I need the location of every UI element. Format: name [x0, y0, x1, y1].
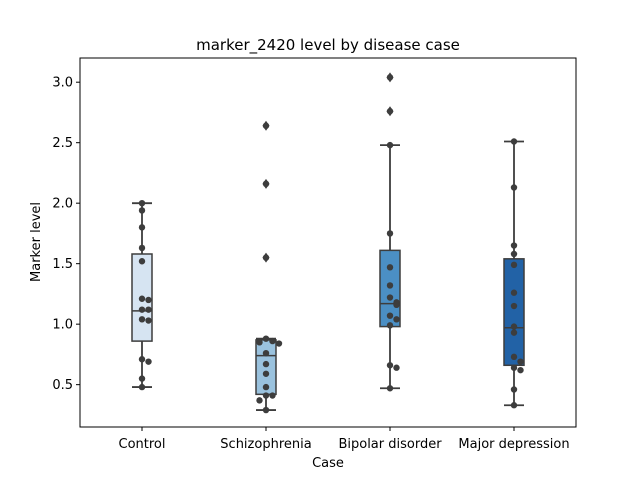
x-tick-label: Major depression — [458, 437, 569, 452]
y-tick-label: 2.0 — [52, 197, 73, 212]
data-point — [138, 316, 146, 323]
data-point — [510, 353, 518, 361]
data-point — [145, 358, 152, 365]
data-point — [262, 122, 270, 129]
data-point — [510, 242, 518, 249]
data-point — [256, 339, 263, 346]
data-point — [262, 383, 270, 391]
data-point — [138, 375, 146, 382]
data-point — [145, 306, 152, 313]
y-tick-label: 3.0 — [52, 76, 73, 91]
data-point — [262, 335, 270, 342]
data-point — [510, 184, 518, 191]
data-point — [510, 289, 518, 296]
x-tick-label: Control — [119, 437, 166, 452]
data-point — [386, 230, 394, 237]
data-point — [386, 108, 394, 115]
data-point — [510, 250, 518, 258]
data-point — [386, 74, 394, 81]
box-major-depression — [503, 258, 525, 367]
data-point — [138, 207, 146, 214]
plot-frame — [79, 57, 577, 428]
data-point — [386, 322, 394, 329]
y-axis-label: Marker level — [29, 202, 44, 282]
x-axis: Control Schizophrenia Bipolar disorder Majo… — [119, 427, 570, 452]
data-point — [138, 356, 146, 363]
x-tick-label: Schizophrenia — [220, 437, 311, 452]
data-point — [393, 316, 400, 323]
data-point — [510, 138, 518, 145]
data-point — [386, 385, 394, 392]
chart-title: marker_2420 level by disease case — [196, 36, 460, 55]
data-point — [386, 294, 394, 301]
y-tick-label: 0.5 — [52, 378, 73, 393]
x-tick-label: Bipolar disorder — [338, 437, 442, 452]
data-point — [138, 258, 146, 265]
data-point — [262, 350, 270, 357]
data-point — [138, 383, 146, 391]
x-axis-label: Case — [312, 456, 344, 471]
data-point — [262, 370, 270, 377]
data-point — [262, 406, 270, 414]
data-point — [262, 360, 270, 368]
data-point — [510, 386, 518, 393]
data-point — [262, 180, 270, 188]
data-point — [138, 199, 146, 207]
data-point — [386, 141, 394, 149]
data-point — [510, 364, 518, 371]
data-point — [386, 282, 394, 289]
data-point — [510, 261, 518, 269]
data-point — [138, 224, 146, 231]
data-point — [269, 392, 276, 399]
data-point — [269, 337, 276, 345]
data-point — [145, 317, 152, 324]
data-point — [517, 358, 524, 365]
data-point — [517, 366, 524, 374]
data-point — [393, 301, 400, 309]
data-point — [275, 340, 283, 347]
data-point — [262, 392, 270, 399]
y-tick-label: 1.5 — [52, 257, 73, 272]
data-point — [138, 244, 146, 252]
y-axis: 0.5 1.0 1.5 2.0 2.5 3.0 — [52, 76, 80, 393]
data-point — [393, 364, 400, 371]
data-point — [145, 296, 152, 304]
data-point — [510, 323, 518, 330]
data-point — [510, 302, 518, 310]
data-point — [386, 362, 394, 369]
y-tick-label: 2.5 — [52, 136, 73, 151]
data-point — [256, 397, 263, 404]
data-point — [386, 264, 394, 271]
data-point — [510, 329, 518, 336]
data-point — [138, 295, 146, 302]
data-point — [262, 254, 270, 261]
y-tick-label: 1.0 — [52, 318, 73, 333]
data-point — [386, 312, 394, 319]
data-point — [138, 306, 146, 313]
data-point — [510, 402, 518, 409]
plot-marks — [131, 72, 525, 414]
